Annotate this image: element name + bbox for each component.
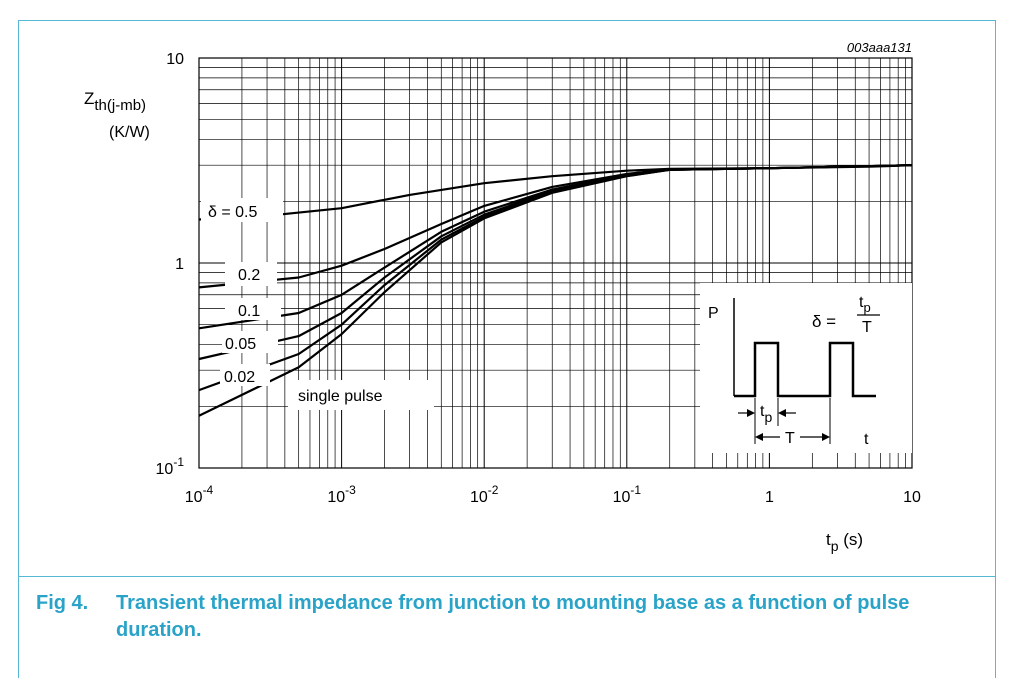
figure-caption: Fig 4. Transient thermal impedance from … bbox=[36, 590, 996, 641]
delta-formula-numerator: tp bbox=[859, 294, 871, 315]
frame-right-line bbox=[995, 20, 996, 678]
series-line-1 bbox=[198, 164, 913, 289]
series-label-0.5: δ = 0.5 bbox=[208, 204, 257, 221]
tp-arrowhead-right bbox=[778, 409, 786, 417]
caption-number: Fig 4. bbox=[36, 592, 89, 614]
frame-left-line bbox=[18, 20, 19, 678]
x-tick-label: 10-4 bbox=[185, 483, 214, 506]
y-axis-unit: (K/W) bbox=[109, 124, 150, 141]
series-label-single-pulse: single pulse bbox=[298, 388, 383, 405]
chart-curves bbox=[198, 164, 913, 417]
series-label-0.1: 0.1 bbox=[238, 303, 260, 320]
delta-formula-lhs: δ = bbox=[812, 312, 836, 331]
series-label-0.2: 0.2 bbox=[238, 267, 260, 284]
caption-text: Transient thermal impedance from junctio… bbox=[116, 592, 910, 641]
label-bg-0.1 bbox=[225, 298, 281, 320]
x-tick-label: 10 bbox=[903, 489, 921, 506]
x-axis-label: tp (s) bbox=[826, 530, 863, 554]
chart-axes bbox=[198, 57, 913, 469]
label-bg-single-pulse bbox=[288, 380, 434, 410]
series-line-5 bbox=[198, 164, 913, 417]
inset-p-label: P bbox=[708, 305, 719, 322]
y-tick-label: 10 bbox=[166, 51, 184, 68]
x-tick-label: 1 bbox=[765, 489, 774, 506]
figure-code: 003aaa131 bbox=[847, 40, 912, 55]
delta-formula-denominator: T bbox=[862, 319, 872, 336]
inset-t-label: t bbox=[864, 431, 869, 448]
frame-top-line bbox=[18, 20, 996, 21]
inset-tp-label: tp bbox=[760, 403, 772, 425]
pulse-waveform bbox=[734, 341, 876, 398]
x-tick-label: 10-3 bbox=[327, 483, 356, 506]
y-axis-label: Zth(j-mb) bbox=[84, 89, 146, 114]
series-label-0.05: 0.05 bbox=[225, 336, 256, 353]
pulse-inset: P t tp T δ = tp T bbox=[700, 283, 912, 453]
label-bg-0.5 bbox=[201, 198, 283, 222]
caption-divider bbox=[18, 576, 996, 577]
x-tick-label: 10-1 bbox=[613, 483, 642, 506]
inset-background bbox=[700, 283, 912, 453]
label-bg-0.2 bbox=[225, 262, 277, 286]
tick-labels: 10-4 10-3 10-2 10-1 1 10 10 1 10-1 bbox=[156, 51, 921, 506]
y-tick-label: 10-1 bbox=[156, 455, 185, 478]
label-bg-0.05 bbox=[222, 331, 278, 353]
inset-T-label: T bbox=[785, 430, 795, 447]
T-arrowhead-right bbox=[822, 433, 830, 441]
T-arrowhead-left bbox=[755, 433, 763, 441]
series-label-0.02: 0.02 bbox=[224, 369, 255, 386]
thermal-impedance-chart: 10-4 10-3 10-2 10-1 1 10 10 1 10-1 003aaa131 Zth… bbox=[84, 40, 921, 554]
tp-arrowhead-left bbox=[747, 409, 755, 417]
plot-border bbox=[198, 57, 913, 469]
label-bg-0.02 bbox=[220, 364, 270, 386]
x-tick-label: 10-2 bbox=[470, 483, 499, 506]
y-tick-label: 1 bbox=[175, 256, 184, 273]
